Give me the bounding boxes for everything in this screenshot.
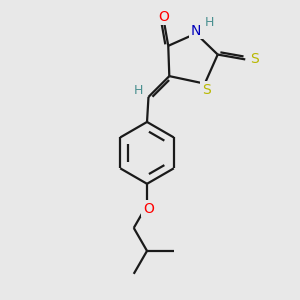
Text: O: O — [143, 202, 154, 215]
Text: H: H — [134, 84, 143, 97]
Text: H: H — [205, 16, 214, 29]
Text: O: O — [158, 10, 169, 24]
Text: S: S — [202, 83, 211, 97]
Text: N: N — [191, 24, 201, 38]
Text: S: S — [250, 52, 259, 66]
